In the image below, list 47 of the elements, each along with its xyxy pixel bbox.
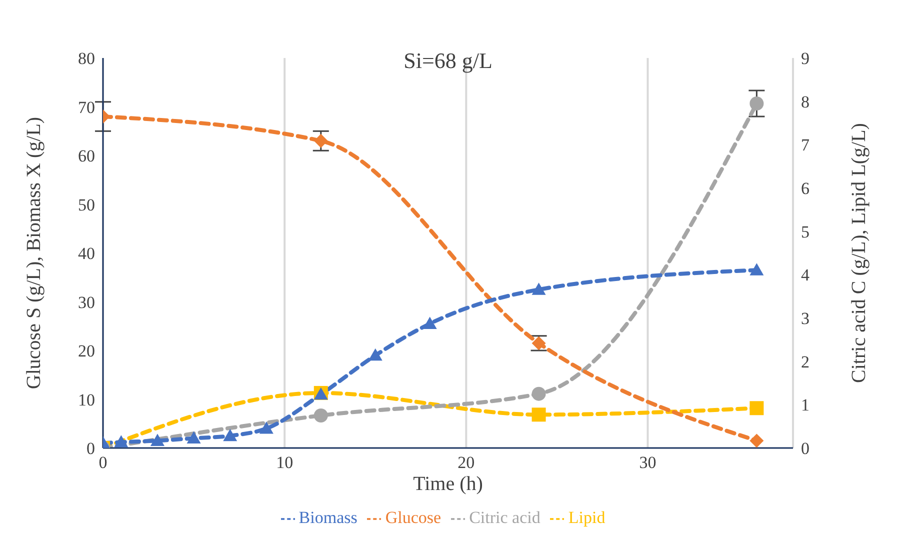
- y2-tick-label: 1: [801, 396, 810, 415]
- point: [750, 401, 764, 416]
- y-tick-label: 10: [78, 390, 95, 410]
- y2-tick-label: 7: [801, 136, 810, 155]
- y-tick-label: 20: [78, 342, 95, 361]
- y2-tick-label: 5: [801, 222, 810, 242]
- point: [750, 263, 764, 276]
- y2-tick-label: 0: [801, 439, 810, 458]
- y-tick-label: 0: [86, 439, 95, 458]
- y-tick-label: 60: [78, 146, 95, 166]
- point: [532, 282, 546, 295]
- y2-tick-label: 6: [801, 179, 810, 198]
- y2-axis-title: Citric acid C (g/L), Lipid L(g/L): [848, 123, 870, 383]
- y2-tick-label: 9: [801, 49, 810, 68]
- legend-label: Lipid: [568, 508, 606, 527]
- y-tick-label: 80: [78, 49, 95, 68]
- y-tick-label: 30: [78, 292, 95, 312]
- point: [150, 434, 164, 446]
- point: [314, 134, 328, 148]
- legend-label: Biomass: [298, 508, 358, 527]
- point: [223, 428, 238, 442]
- y-tick-label: 50: [78, 195, 95, 214]
- chart-title: Si=68 g/L: [404, 48, 492, 73]
- y-tick-label: 70: [78, 98, 95, 117]
- point: [750, 96, 764, 110]
- y2-tick-label: 2: [801, 352, 810, 372]
- y2-tick-label: 3: [801, 309, 810, 328]
- point: [532, 408, 546, 422]
- y2-tick-label: 8: [801, 92, 810, 112]
- x-tick-label: 20: [458, 453, 475, 472]
- point: [532, 386, 546, 401]
- x-tick-label: 30: [639, 453, 656, 472]
- point: [186, 431, 201, 444]
- legend-label: Citric acid: [469, 508, 540, 527]
- point: [314, 408, 328, 422]
- point: [368, 348, 382, 361]
- y2-tick-label: 4: [801, 266, 810, 285]
- x-tick-label: 10: [276, 453, 294, 472]
- point: [114, 435, 128, 448]
- y-axis-title: Glucose S (g/L), Biomass X (g/L): [23, 116, 46, 390]
- legend-label: Glucose: [385, 508, 442, 527]
- x-tick-label: 0: [98, 453, 108, 472]
- point: [422, 316, 437, 329]
- point: [750, 434, 764, 448]
- point: [259, 422, 274, 434]
- y-tick-label: 40: [78, 244, 95, 264]
- x-axis-title: Time (h): [413, 473, 483, 495]
